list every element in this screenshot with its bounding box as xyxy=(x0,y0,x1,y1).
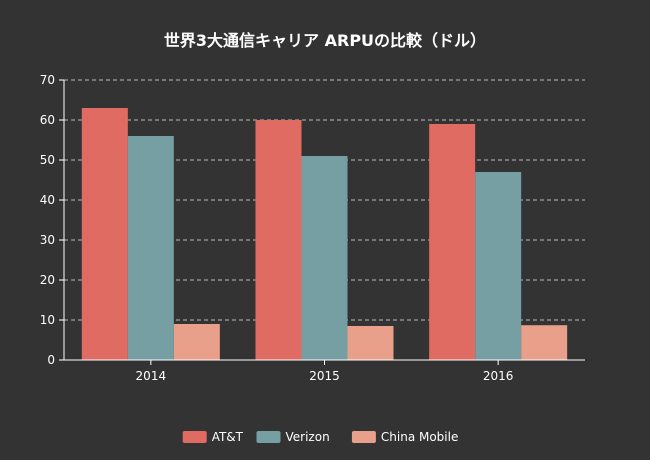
y-tick-label: 70 xyxy=(40,73,55,87)
bar xyxy=(301,156,348,360)
bar xyxy=(521,325,568,360)
bar xyxy=(127,136,174,360)
chart-title: 世界3大通信キャリア ARPUの比較（ドル） xyxy=(164,31,486,50)
legend-item: AT&T xyxy=(182,430,244,444)
legend-label: Verizon xyxy=(286,430,330,444)
legend-label: AT&T xyxy=(212,430,244,444)
bar xyxy=(429,124,476,360)
legend-swatch xyxy=(256,431,281,443)
bar xyxy=(347,326,394,360)
legend: AT&T Verizon China Mobile xyxy=(182,430,458,444)
y-tick-label: 60 xyxy=(40,113,55,127)
bar xyxy=(255,120,302,360)
bar xyxy=(173,324,220,360)
legend-item: China Mobile xyxy=(351,430,458,444)
x-tick-label: 2016 xyxy=(483,369,514,383)
bar xyxy=(475,172,522,360)
bar xyxy=(81,108,128,360)
y-tick-label: 0 xyxy=(47,353,55,367)
y-tick-label: 40 xyxy=(40,193,55,207)
y-tick-label: 20 xyxy=(40,273,55,287)
y-tick-label: 30 xyxy=(40,233,55,247)
axes: 0 10 20 30 40 50 60 70 2014 2015 2016 xyxy=(40,73,585,383)
legend-swatch xyxy=(351,431,376,443)
legend-label: China Mobile xyxy=(381,430,458,444)
x-tick-label: 2015 xyxy=(309,369,340,383)
y-tick-label: 50 xyxy=(40,153,55,167)
y-tick-label: 10 xyxy=(40,313,55,327)
x-tick-label: 2014 xyxy=(136,369,167,383)
bars xyxy=(81,108,568,360)
legend-swatch xyxy=(182,431,207,443)
legend-item: Verizon xyxy=(256,430,330,444)
